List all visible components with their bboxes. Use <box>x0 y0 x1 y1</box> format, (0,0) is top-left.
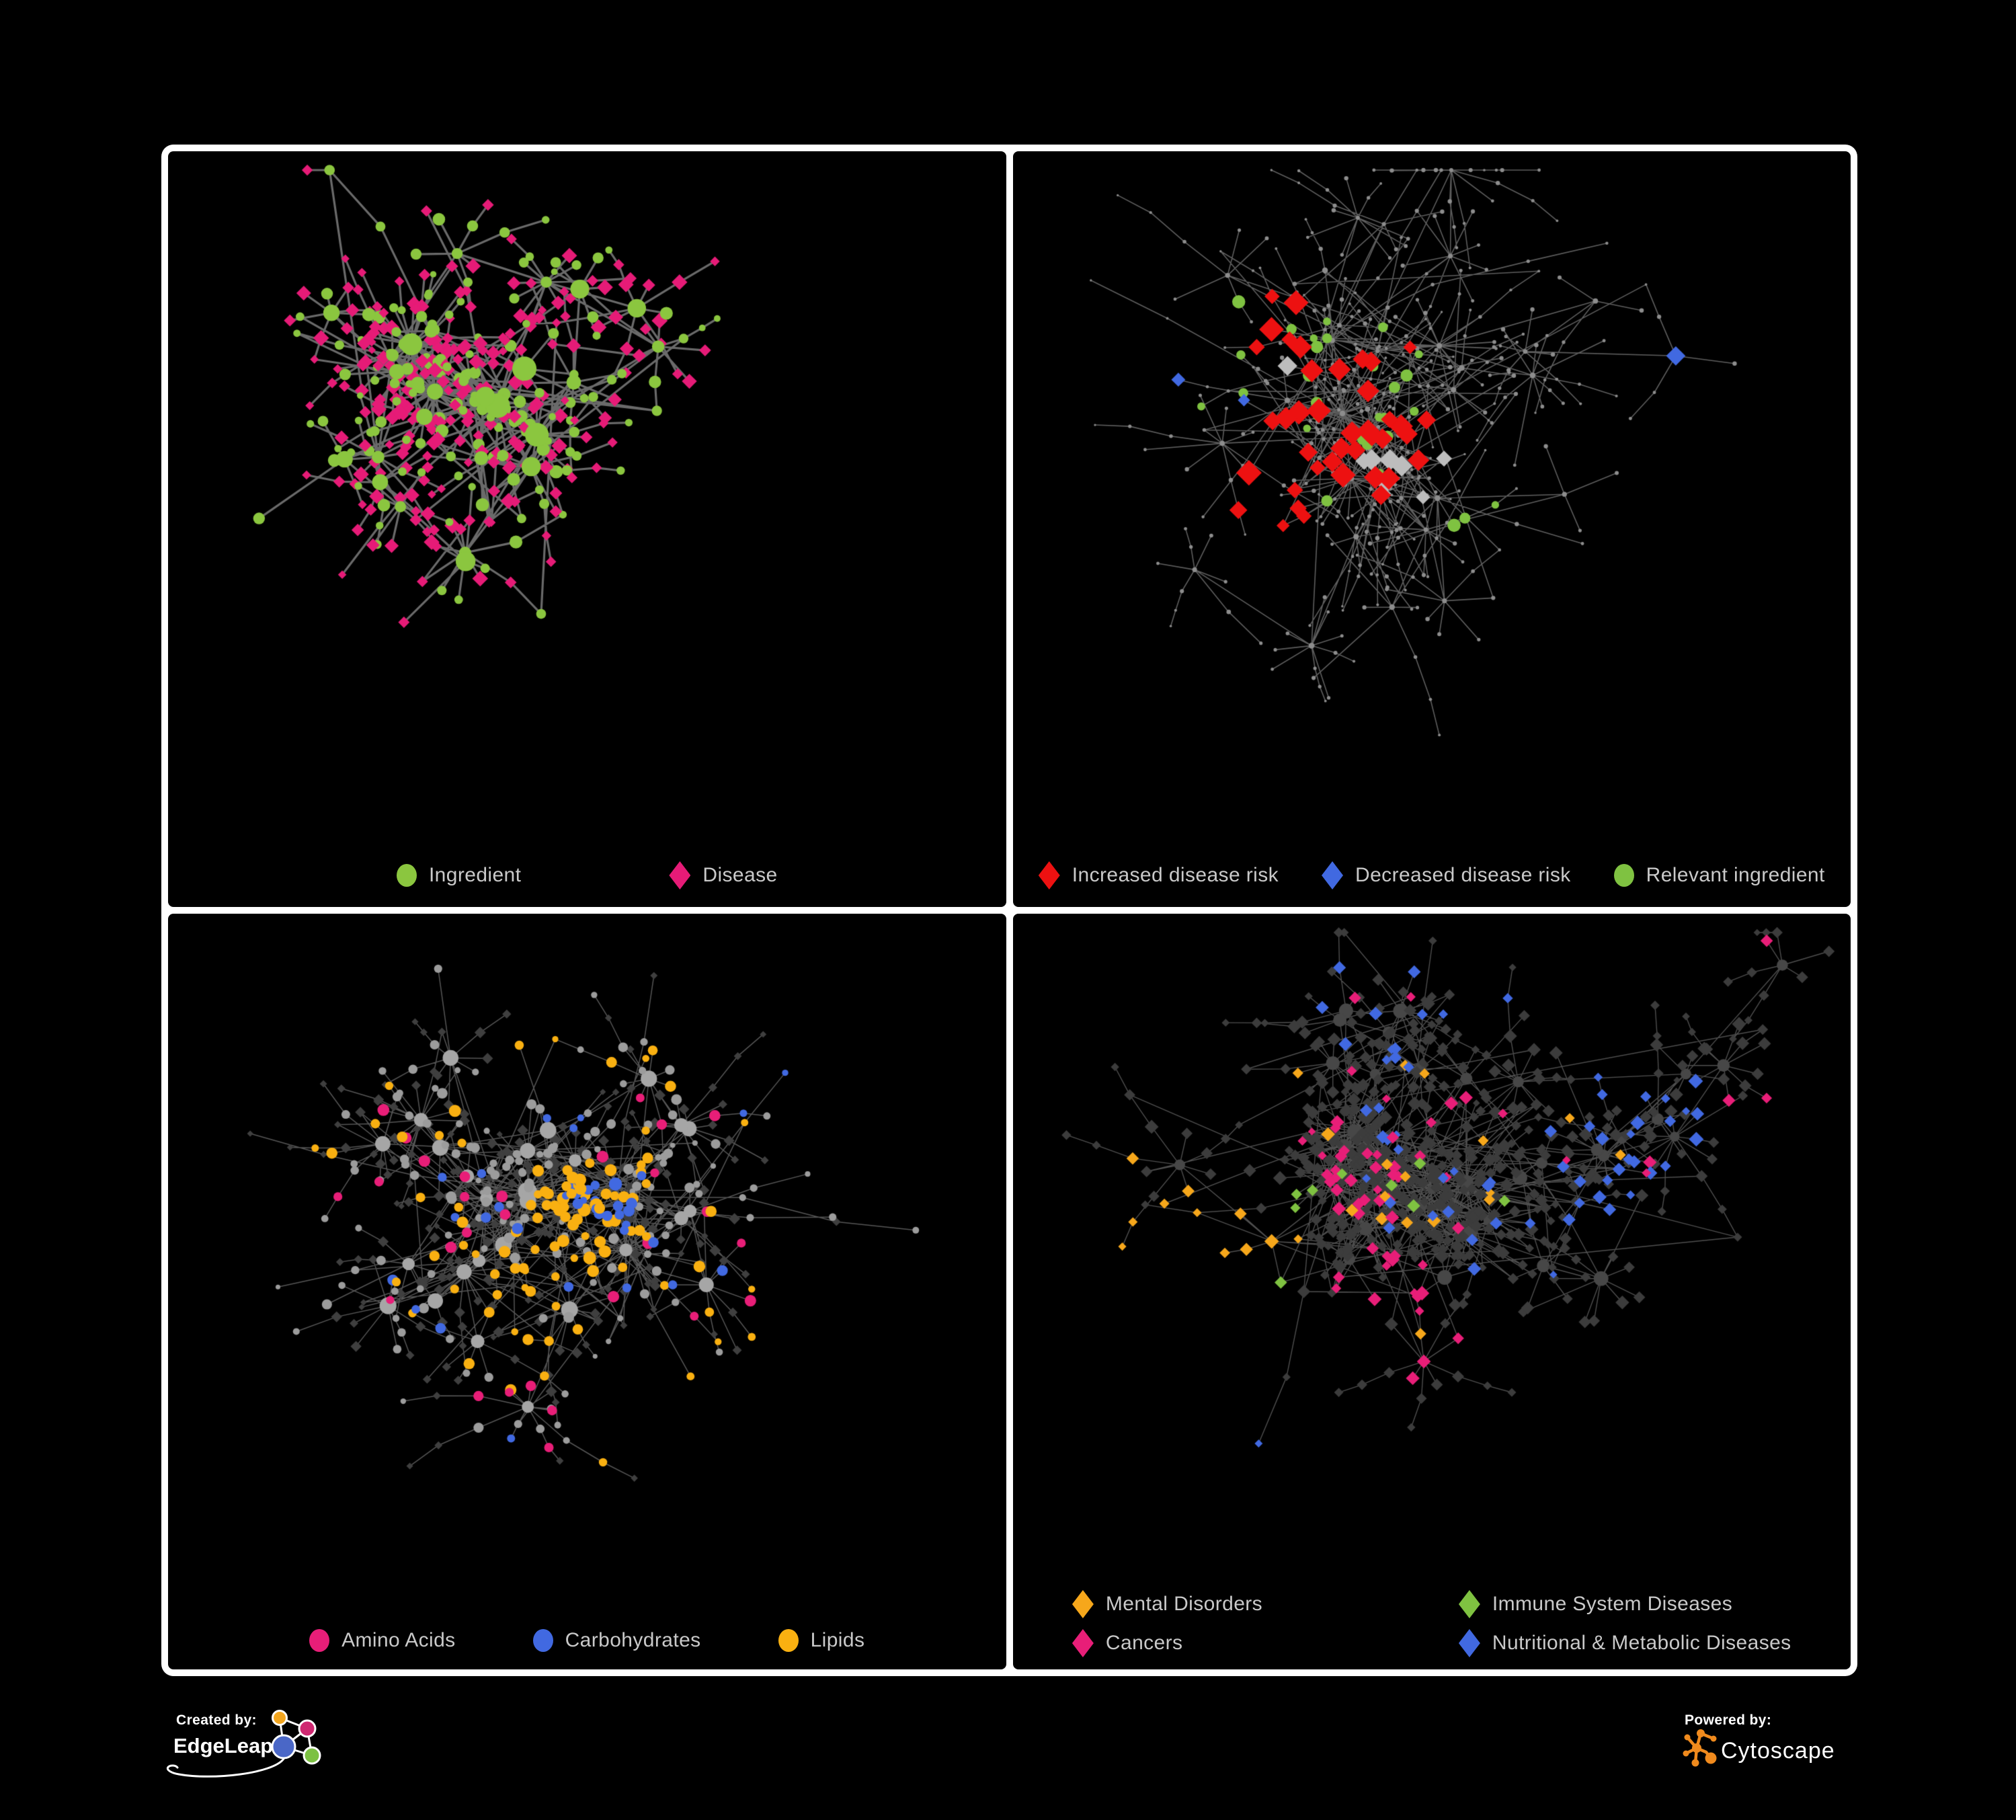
edgeleap-node-green <box>303 1746 321 1765</box>
legend-label: Cancers <box>1105 1632 1183 1654</box>
panel-disease-classes: Mental Disorders Immune System Diseases Ca… <box>1012 914 1851 1669</box>
legend-label: Disease <box>702 864 778 886</box>
legend-item: Cancers <box>1072 1629 1459 1657</box>
legend-item: Increased disease risk <box>1038 861 1279 889</box>
legend-item: Mental Disorders <box>1072 1590 1459 1618</box>
legend-item: Amino Acids <box>309 1629 455 1652</box>
disease-classes-legend: Mental Disorders Immune System Diseases Ca… <box>1013 1590 1851 1657</box>
legend-marker-circle <box>778 1629 799 1652</box>
ingredient-classes-legend: Amino Acids Carbohydrates Lipids <box>168 1629 1006 1652</box>
legend-item: Carbohydrates <box>532 1629 701 1652</box>
legend-label: Relevant ingredient <box>1646 864 1825 886</box>
powered-by-label: Powered by: <box>1685 1712 1772 1728</box>
created-by-label: Created by: <box>176 1712 257 1728</box>
edgeleap-logo: EdgeLeap <box>166 1710 321 1778</box>
panel-ingredient-disease: Ingredient Disease <box>168 151 1006 907</box>
legend-marker-diamond <box>1072 1590 1094 1618</box>
legend-item: Nutritional & Metabolic Diseases <box>1458 1629 1791 1657</box>
cytoscape-logo-icon <box>1683 1729 1717 1767</box>
legend-item: Immune System Diseases <box>1458 1590 1791 1618</box>
legend-item: Decreased disease risk <box>1322 861 1571 889</box>
ingredient-classes-network-canvas <box>168 914 1006 1669</box>
legend-marker-circle <box>396 864 417 887</box>
edgeleap-node-blue <box>271 1734 296 1759</box>
legend-marker-circle <box>1613 864 1634 887</box>
panel-disease-risk: Increased disease risk Decreased disease … <box>1012 151 1851 907</box>
legend-item: Ingredient <box>396 864 522 887</box>
panel-ingredient-classes: Amino Acids Carbohydrates Lipids <box>168 914 1006 1669</box>
legend-marker-circle <box>309 1629 330 1652</box>
legend-label: Immune System Diseases <box>1492 1593 1733 1615</box>
disease-classes-network-canvas <box>1012 914 1851 1669</box>
legend-marker-diamond <box>1458 1590 1480 1618</box>
legend-marker-diamond <box>1072 1629 1094 1657</box>
ingredient-disease-network-canvas <box>168 151 1006 907</box>
legend-marker-circle <box>532 1629 553 1652</box>
legend-marker-diamond <box>669 861 691 889</box>
disease-risk-network-canvas <box>1012 151 1851 907</box>
edgeleap-node-pink <box>298 1719 317 1738</box>
network-panels-grid: Ingredient Disease Increased disease risk… <box>161 145 1857 1676</box>
legend-marker-diamond <box>1038 861 1060 889</box>
legend-label: Lipids <box>810 1629 865 1651</box>
legend-item: Disease <box>669 861 777 889</box>
legend-label: Increased disease risk <box>1072 864 1279 886</box>
edgeleap-node-orange <box>272 1710 288 1726</box>
legend-label: Nutritional & Metabolic Diseases <box>1492 1632 1791 1654</box>
edgeleap-swoosh <box>166 1757 285 1778</box>
disease-risk-legend: Increased disease risk Decreased disease … <box>1013 861 1851 889</box>
legend-marker-diamond <box>1322 861 1344 889</box>
legend-label: Decreased disease risk <box>1355 864 1571 886</box>
edgeleap-wordmark: EdgeLeap <box>173 1734 273 1757</box>
legend-label: Carbohydrates <box>565 1629 701 1651</box>
legend-label: Ingredient <box>428 864 522 886</box>
legend-item: Lipids <box>778 1629 865 1652</box>
legend-label: Amino Acids <box>341 1629 456 1651</box>
legend-label: Mental Disorders <box>1105 1593 1263 1615</box>
ingredient-disease-legend: Ingredient Disease <box>168 861 1006 889</box>
legend-marker-diamond <box>1458 1629 1480 1657</box>
cytoscape-wordmark: Cytoscape <box>1721 1738 1835 1764</box>
legend-item: Relevant ingredient <box>1613 864 1825 887</box>
